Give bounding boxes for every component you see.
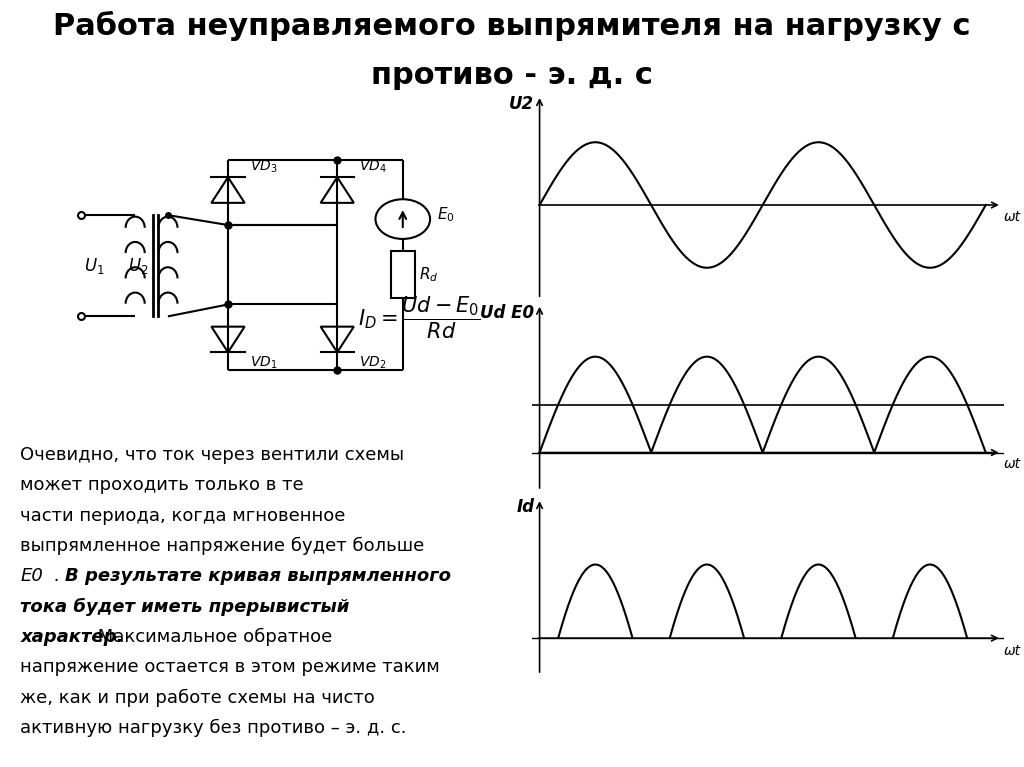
Text: может проходить только в те: может проходить только в те [20, 476, 304, 495]
Text: части периода, когда мгновенное: части периода, когда мгновенное [20, 507, 346, 525]
Text: $U_2$: $U_2$ [128, 255, 148, 276]
Text: U2: U2 [509, 95, 535, 114]
Text: ωt: ωt [1004, 210, 1021, 224]
Text: активную нагрузку без противо – э. д. с.: активную нагрузку без противо – э. д. с. [20, 719, 407, 737]
Text: E0: E0 [20, 568, 43, 585]
Text: характер.: характер. [20, 628, 124, 646]
Text: $VD_4$: $VD_4$ [359, 159, 387, 175]
Text: же, как и при работе схемы на чисто: же, как и при работе схемы на чисто [20, 689, 375, 707]
Text: $VD_2$: $VD_2$ [359, 354, 387, 370]
Text: ωt: ωt [1004, 644, 1021, 658]
Text: тока будет иметь прерывистый: тока будет иметь прерывистый [20, 597, 350, 616]
Text: напряжение остается в этом режиме таким: напряжение остается в этом режиме таким [20, 658, 440, 676]
Text: ωt: ωt [1004, 457, 1021, 472]
Text: выпрямленное напряжение будет больше: выпрямленное напряжение будет больше [20, 537, 425, 555]
Bar [391, 251, 415, 298]
Text: Максимальное обратное: Максимальное обратное [92, 628, 332, 647]
Text: противо - э. д. с: противо - э. д. с [371, 61, 653, 90]
Text: $I_D = \dfrac{Ud - E_0}{Rd}$: $I_D = \dfrac{Ud - E_0}{Rd}$ [358, 295, 481, 341]
Text: $U_1$: $U_1$ [84, 255, 104, 276]
Text: Id: Id [516, 499, 535, 516]
Text: $E_0$: $E_0$ [436, 206, 455, 225]
Text: $R_d$: $R_d$ [419, 265, 438, 284]
Text: $VD_3$: $VD_3$ [250, 159, 278, 175]
Text: Ud E0: Ud E0 [480, 304, 535, 322]
Text: В результате кривая выпрямленного: В результате кривая выпрямленного [65, 568, 451, 585]
Text: Очевидно, что ток через вентили схемы: Очевидно, что ток через вентили схемы [20, 446, 404, 464]
Text: .: . [47, 568, 65, 585]
Text: $VD_1$: $VD_1$ [250, 354, 278, 370]
Text: Работа неуправляемого выпрямителя на нагрузку с: Работа неуправляемого выпрямителя на наг… [53, 11, 971, 41]
